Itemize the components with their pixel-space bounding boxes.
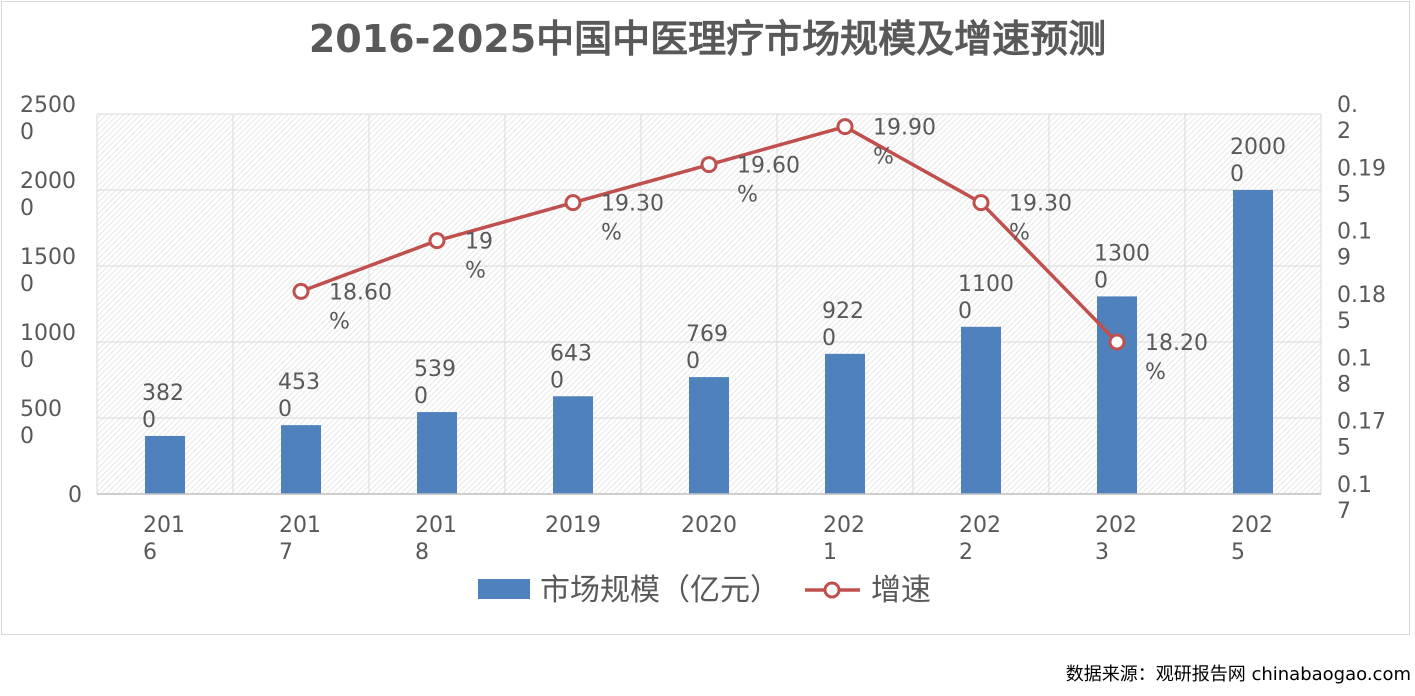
bar <box>825 353 865 494</box>
source-note: 数据来源：观研报告网 chinabaogao.com <box>1065 664 1411 685</box>
y-left-tick: 1500 0 <box>20 245 76 297</box>
y-left-tick: 500 0 <box>20 397 62 449</box>
x-tick: 202 2 <box>959 513 1001 565</box>
bar <box>1233 190 1273 494</box>
x-tick: 202 1 <box>823 513 865 565</box>
line-point <box>972 194 990 212</box>
x-tick: 201 8 <box>415 513 457 565</box>
y-right-tick: 0.17 5 <box>1337 410 1386 461</box>
line-point <box>836 118 854 136</box>
line-point <box>564 194 582 212</box>
bar <box>417 412 457 494</box>
line-label: 19% <box>465 230 493 284</box>
x-tick: 202 5 <box>1231 513 1273 565</box>
x-tick: 2019 <box>545 513 601 538</box>
bar-label: 1300 0 <box>1094 241 1150 293</box>
y-right-tick: 0.19 5 <box>1337 156 1386 207</box>
y-right-tick: 0.18 5 <box>1337 283 1386 334</box>
line-label: 19.60% <box>737 154 800 208</box>
y-right-tick: 0.1 8 <box>1337 346 1372 397</box>
line-label: 19.30% <box>601 192 664 246</box>
bar <box>553 396 593 494</box>
bar-label: 2000 0 <box>1230 135 1286 187</box>
line-point <box>292 282 310 300</box>
y-left-tick: 2500 0 <box>20 93 76 145</box>
y-left-tick: 0 <box>68 483 82 508</box>
legend-line-marker <box>823 581 841 599</box>
chart-title: 2016-2025中国中医理疗市场规模及增速预测 <box>308 17 1107 61</box>
y-left-tick: 2000 0 <box>20 169 76 221</box>
bar-label: 643 0 <box>550 341 592 393</box>
legend-line-label: 增速 <box>871 573 931 608</box>
line-label: 18.20% <box>1145 331 1208 385</box>
bar <box>689 377 729 494</box>
line-point <box>1108 333 1126 351</box>
bar-label: 382 0 <box>142 381 184 433</box>
y-left-tick: 1000 0 <box>20 321 76 373</box>
legend-bar-label: 市场规模（亿元） <box>540 573 780 608</box>
bar <box>145 435 185 494</box>
bar <box>961 326 1001 494</box>
line-label: 19.90% <box>873 116 936 170</box>
bar-label: 769 0 <box>686 322 728 374</box>
legend-bar-swatch <box>478 579 530 599</box>
line-label: 19.30% <box>1009 192 1072 246</box>
bar-label: 453 0 <box>278 370 320 422</box>
x-tick: 201 7 <box>279 513 321 565</box>
line-label: 18.60% <box>329 280 392 334</box>
x-tick: 2020 <box>681 513 737 538</box>
x-tick: 202 3 <box>1095 513 1137 565</box>
x-tick: 201 6 <box>143 513 185 565</box>
y-right-tick: 0. 2 <box>1337 93 1358 144</box>
line-point <box>700 156 718 174</box>
bar-label: 539 0 <box>414 357 456 409</box>
y-right-tick: 0.1 7 <box>1337 473 1372 524</box>
line-point <box>428 232 446 250</box>
y-right-tick: 0.1 9 <box>1337 220 1372 271</box>
bar-label: 922 0 <box>822 299 864 351</box>
bar-label: 1100 0 <box>958 272 1014 324</box>
bar <box>281 425 321 494</box>
